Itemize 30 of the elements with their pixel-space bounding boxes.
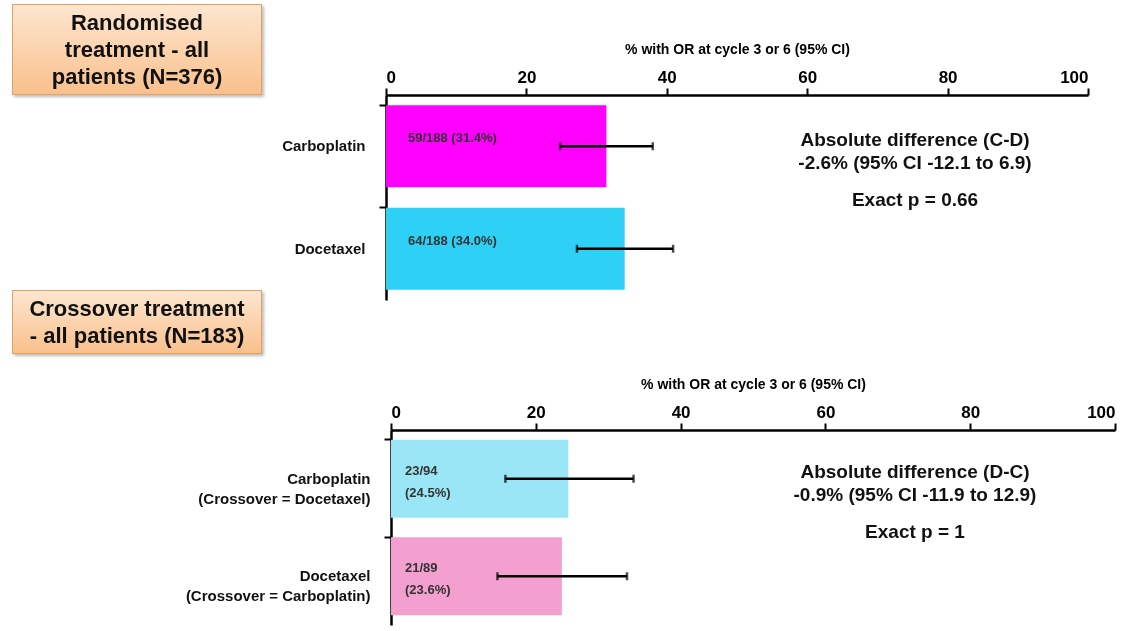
y-tick-label: Carboplatin	[282, 137, 366, 155]
x-tick-label: 40	[657, 67, 677, 87]
x-tick-label: 0	[386, 67, 396, 87]
annotation: Exact p = 0.66	[850, 188, 980, 211]
x-axis-title: % with OR at cycle 3 or 6 (95% CI)	[625, 40, 850, 57]
annotation: Exact p = 1	[864, 520, 966, 543]
x-tick-label: 100	[1060, 67, 1089, 87]
x-tick-label: 80	[938, 67, 958, 87]
data-label: 21/89 (23.6%)	[405, 560, 451, 598]
annotation: Absolute difference (D-C)	[799, 460, 1031, 483]
x-tick-label: 40	[671, 402, 691, 422]
y-tick-label: Docetaxel (Crossover = Carboplatin)	[185, 567, 371, 605]
text: Crossover treatment - all patients (N=183)	[12, 290, 262, 354]
text: Randomised treatment - all patients (N=376)	[12, 4, 262, 95]
annotation: -2.6% (95% CI -12.1 to 6.9)	[797, 151, 1033, 174]
x-tick-label: 80	[961, 402, 981, 422]
data-label: 59/188 (31.4%)	[408, 130, 497, 146]
x-tick-label: 60	[816, 402, 836, 422]
x-axis-title: % with OR at cycle 3 or 6 (95% CI)	[641, 375, 866, 392]
y-tick-label: Carboplatin (Crossover = Docetaxel)	[198, 469, 371, 507]
x-tick-label: 20	[526, 402, 546, 422]
x-tick-label: 0	[391, 402, 401, 422]
data-label: 23/94 (24.5%)	[405, 462, 451, 500]
x-tick-label: 60	[798, 67, 818, 87]
data-label: 64/188 (34.0%)	[408, 232, 497, 248]
annotation: -0.9% (95% CI -11.9 to 12.9)	[792, 483, 1038, 506]
x-tick-label: 20	[517, 67, 537, 87]
x-tick-label: 100	[1087, 402, 1116, 422]
y-tick-label: Docetaxel	[294, 239, 366, 257]
annotation: Absolute difference (C-D)	[799, 128, 1031, 151]
